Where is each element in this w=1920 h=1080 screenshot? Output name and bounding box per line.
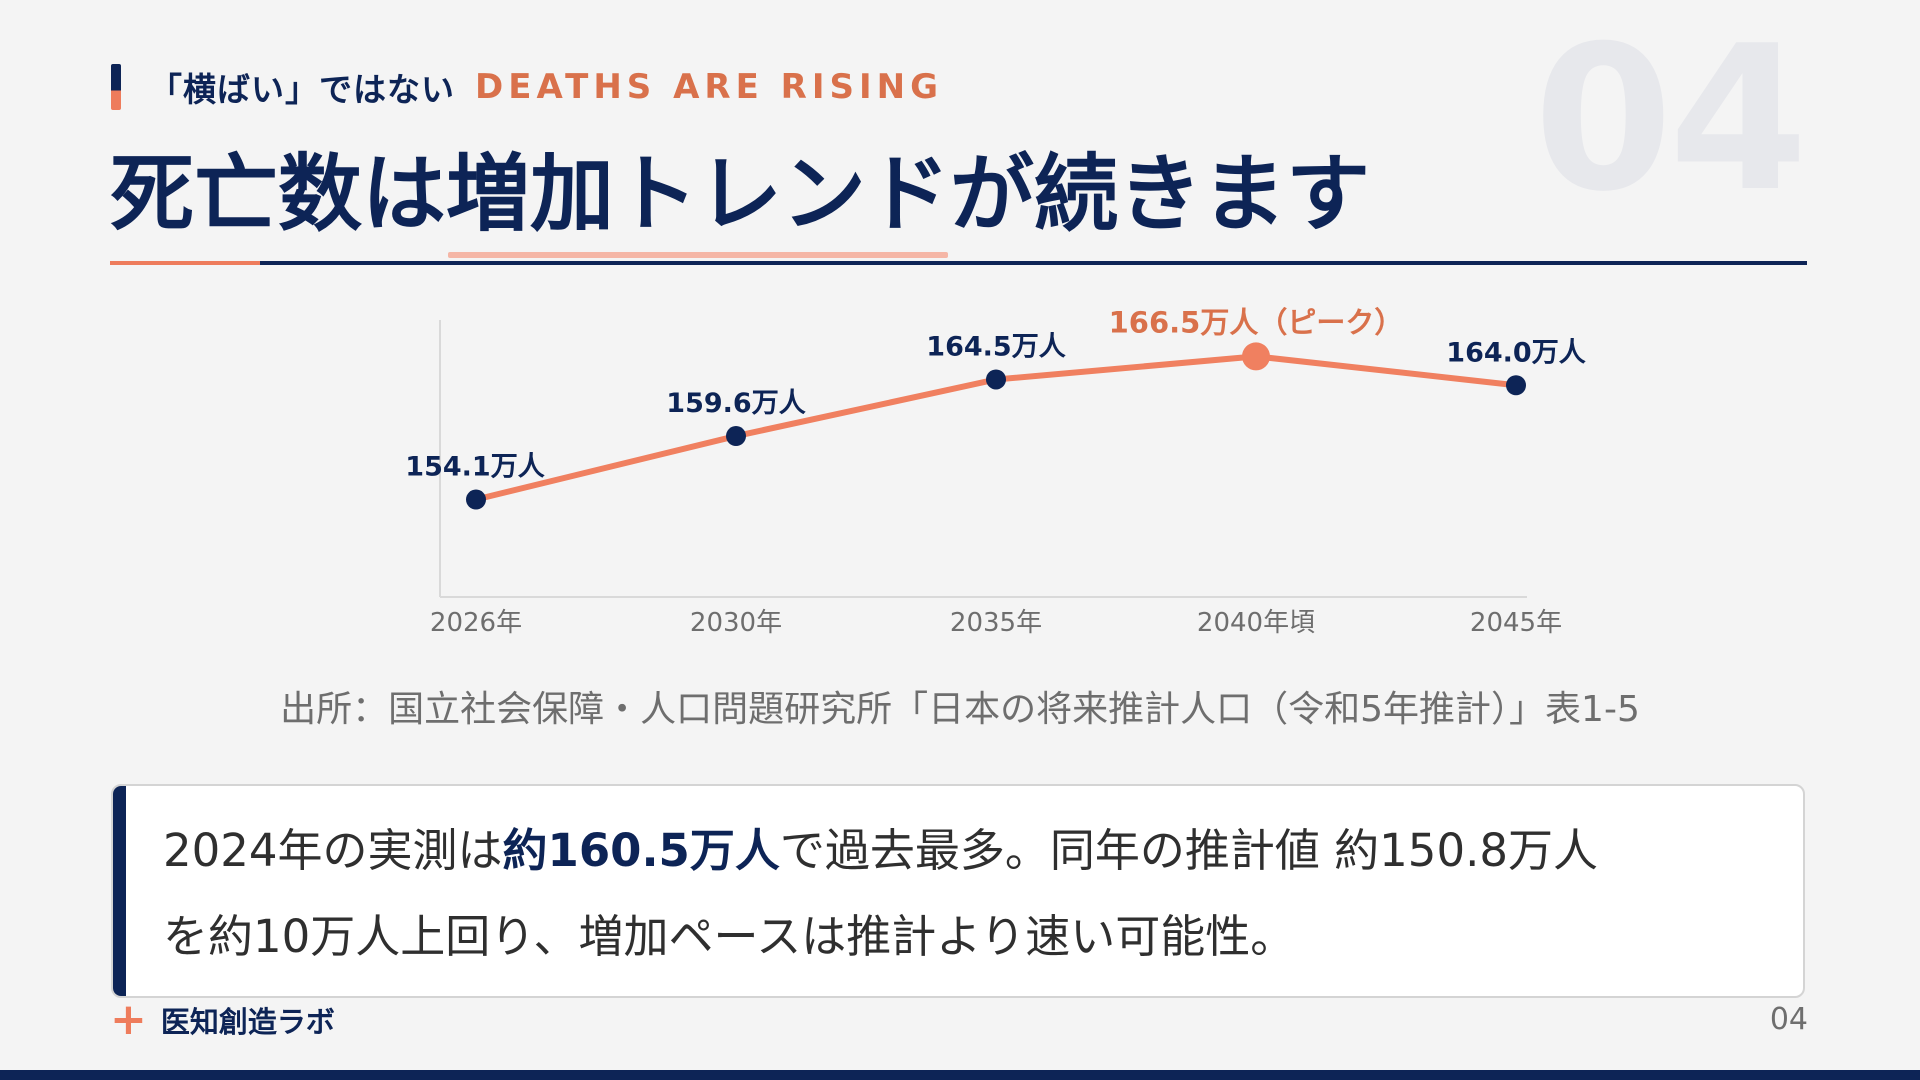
data-point	[466, 489, 486, 510]
eyebrow-japanese: 「横ばい」ではない	[149, 70, 455, 109]
x-tick-label: 2030年	[690, 608, 782, 638]
callout-text: 2024年の実測は約160.5万人で過去最多。同年の推計値 約150.8万人 を…	[163, 808, 1773, 980]
callout-line-2: を約10万人上回り、増加ペースは推計より速い可能性。	[163, 910, 1296, 963]
brand-name: 医知創造ラボ	[160, 1005, 335, 1039]
callout-accent-bar	[113, 786, 126, 996]
title-divider-accent	[110, 261, 260, 265]
callout-emphasis: 約160.5万人	[502, 824, 780, 877]
title-divider	[110, 261, 1807, 265]
x-tick-label: 2026年	[430, 608, 522, 638]
peak-point	[1242, 342, 1270, 371]
eyebrow-english: DEATHS ARE RISING	[475, 67, 943, 107]
section-eyebrow: 「横ばい」ではない DEATHS ARE RISING	[111, 64, 943, 110]
bottom-band	[0, 1070, 1920, 1080]
x-tick-label: 2040年頃	[1197, 608, 1315, 638]
data-point	[726, 426, 746, 447]
page-number: 04	[1769, 1002, 1808, 1037]
x-tick-label: 2045年	[1470, 608, 1562, 638]
page-title: 死亡数は増加トレンドが続きます	[110, 145, 1371, 243]
callout-text-part1: 2024年の実測は	[163, 824, 503, 877]
title-highlight-underline	[448, 252, 948, 258]
peak-data-label: 166.5万人（ピーク）	[1109, 305, 1404, 339]
plus-icon: +	[110, 994, 147, 1045]
callout-line-1: 2024年の実測は約160.5万人で過去最多。同年の推計値 約150.8万人	[163, 808, 1773, 894]
eyebrow-accent-bar	[111, 64, 121, 110]
data-label: 154.1万人	[405, 452, 544, 483]
x-tick-label: 2035年	[950, 608, 1042, 638]
brand-logo: + 医知創造ラボ	[110, 998, 335, 1042]
data-label: 164.5万人	[926, 331, 1065, 362]
deaths-line-chart: 154.1万人 2026年 159.6万人 2030年 164.5万人 2035年 166.…	[405, 305, 1585, 638]
data-point	[986, 369, 1006, 390]
section-number-watermark: 04	[1533, 3, 1808, 236]
callout-box: 2024年の実測は約160.5万人で過去最多。同年の推計値 約150.8万人 を…	[111, 784, 1805, 998]
data-label: 159.6万人	[666, 388, 805, 419]
data-point	[1506, 375, 1526, 396]
callout-text-part2: で過去最多。同年の推計値 約150.8万人	[779, 824, 1599, 877]
data-label: 164.0万人	[1446, 337, 1585, 368]
source-citation: 出所：国立社会保障・人口問題研究所「日本の将来推計人口（令和5年推計）」表1-5	[280, 689, 1640, 730]
